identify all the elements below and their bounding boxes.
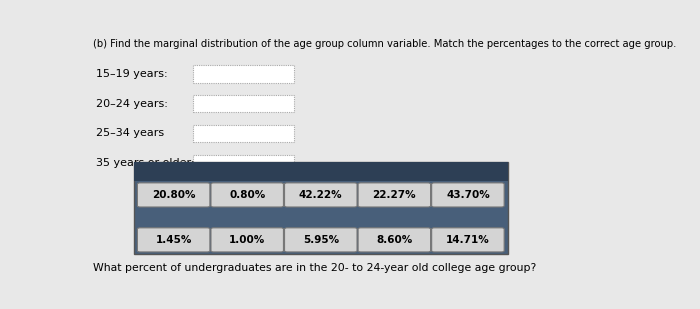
- Text: 35 years or older:: 35 years or older:: [96, 158, 194, 168]
- FancyBboxPatch shape: [432, 228, 504, 252]
- Text: 42.22%: 42.22%: [299, 190, 342, 200]
- FancyBboxPatch shape: [358, 183, 430, 207]
- Text: What percent of undergraduates are in the 20- to 24-year old college age group?: What percent of undergraduates are in th…: [93, 263, 536, 273]
- Text: 1.00%: 1.00%: [229, 235, 265, 245]
- Text: 43.70%: 43.70%: [446, 190, 490, 200]
- Text: Answer Bank: Answer Bank: [284, 167, 357, 177]
- Text: 5.95%: 5.95%: [302, 235, 339, 245]
- Text: 25–34 years: 25–34 years: [96, 129, 164, 138]
- FancyBboxPatch shape: [193, 154, 294, 172]
- FancyBboxPatch shape: [193, 66, 294, 83]
- Text: 14.71%: 14.71%: [446, 235, 490, 245]
- FancyBboxPatch shape: [211, 228, 284, 252]
- Text: 1.45%: 1.45%: [155, 235, 192, 245]
- Text: (b) Find the marginal distribution of the age group column variable. Match the p: (b) Find the marginal distribution of th…: [93, 40, 676, 49]
- FancyBboxPatch shape: [137, 228, 210, 252]
- FancyBboxPatch shape: [193, 125, 294, 142]
- FancyBboxPatch shape: [284, 183, 357, 207]
- Text: 20–24 years:: 20–24 years:: [96, 99, 167, 109]
- Bar: [134, 162, 508, 254]
- Text: 8.60%: 8.60%: [376, 235, 412, 245]
- FancyBboxPatch shape: [284, 228, 357, 252]
- FancyBboxPatch shape: [137, 183, 210, 207]
- Bar: [134, 162, 508, 181]
- Text: 15–19 years:: 15–19 years:: [96, 69, 167, 79]
- Text: 0.80%: 0.80%: [229, 190, 265, 200]
- Text: 22.27%: 22.27%: [372, 190, 416, 200]
- FancyBboxPatch shape: [432, 183, 504, 207]
- Text: 20.80%: 20.80%: [152, 190, 195, 200]
- FancyBboxPatch shape: [211, 183, 284, 207]
- FancyBboxPatch shape: [358, 228, 430, 252]
- FancyBboxPatch shape: [193, 95, 294, 112]
